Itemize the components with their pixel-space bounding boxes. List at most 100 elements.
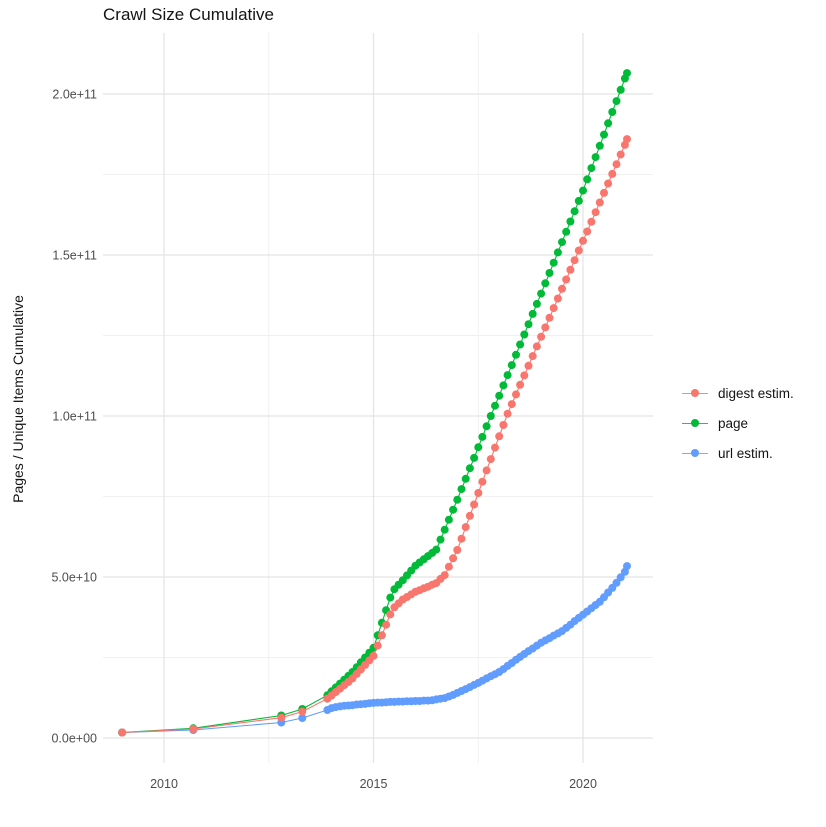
data-point-digest-estim- [616, 150, 625, 159]
data-point-digest-estim- [453, 546, 462, 554]
data-point-digest-estim- [189, 725, 198, 733]
data-point-page [608, 108, 617, 116]
data-point-digest-estim- [604, 179, 613, 188]
data-point-digest-estim- [495, 432, 504, 441]
data-point-page [495, 391, 504, 400]
data-point-digest-estim- [482, 466, 491, 475]
data-point-digest-estim- [595, 198, 604, 207]
data-point-page [600, 130, 608, 139]
data-point-page [386, 593, 395, 602]
data-point-page [553, 248, 562, 257]
data-point-digest-estim- [520, 371, 529, 380]
data-point-digest-estim- [457, 534, 466, 543]
data-point-digest-estim- [583, 227, 592, 236]
data-point-digest-estim- [570, 256, 579, 265]
x-tick-label: 2010 [150, 777, 178, 791]
data-point-digest-estim- [608, 169, 617, 178]
data-point-digest-estim- [579, 236, 587, 245]
data-point-page [574, 196, 583, 205]
data-point-digest-estim- [298, 707, 307, 716]
data-point-page [587, 164, 596, 173]
data-point-digest-estim- [486, 455, 495, 464]
legend-label-page: page [718, 415, 749, 431]
data-point-page [541, 279, 550, 288]
data-point-page [440, 525, 449, 534]
data-point-digest-estim- [549, 304, 558, 313]
data-point-page [512, 350, 520, 359]
data-point-digest-estim- [478, 477, 487, 486]
data-point-digest-estim- [470, 500, 479, 509]
data-point-digest-estim- [591, 208, 600, 217]
data-point-digest-estim- [553, 294, 562, 303]
data-point-page [549, 258, 558, 267]
data-point-digest-estim- [516, 380, 525, 389]
data-point-digest-estim- [491, 443, 499, 452]
data-point-page [465, 464, 474, 473]
data-point-digest-estim- [503, 409, 512, 418]
data-point-digest-estim- [386, 610, 395, 619]
legend-label-digest: digest estim. [718, 385, 794, 401]
data-point-digest-estim- [566, 265, 575, 274]
data-point-digest-estim- [499, 421, 508, 429]
data-point-page [528, 309, 537, 318]
data-point-digest-estim- [461, 523, 470, 532]
legend-key-page-icon [682, 418, 708, 428]
data-point-digest-estim- [440, 571, 449, 580]
data-point-page [507, 361, 516, 370]
data-point-url-estim- [616, 573, 625, 582]
data-point-page [623, 69, 631, 78]
data-point-page [503, 371, 512, 380]
data-point-digest-estim- [545, 313, 554, 322]
data-point-digest-estim- [541, 323, 550, 332]
legend: digest estim. page url estim. [682, 378, 794, 468]
x-tick-label: 2015 [360, 777, 388, 791]
data-point-digest-estim- [558, 284, 566, 293]
data-point-page [516, 340, 525, 349]
chart-title: Crawl Size Cumulative [103, 5, 274, 24]
legend-item-digest-estim: digest estim. [682, 378, 794, 408]
data-point-digest-estim- [600, 188, 608, 197]
data-point-page [486, 412, 495, 420]
data-point-digest-estim- [574, 246, 583, 255]
data-point-url-estim- [623, 562, 631, 571]
data-point-page [499, 381, 508, 390]
data-point-digest-estim- [377, 631, 386, 640]
legend-item-url-estim: url estim. [682, 438, 794, 468]
data-point-page [616, 85, 625, 94]
y-tick-label: 1.5e+11 [52, 249, 97, 263]
data-point-page [545, 269, 554, 277]
data-point-page [453, 495, 462, 504]
data-point-page [470, 453, 479, 462]
data-point-page [432, 545, 441, 554]
data-point-digest-estim- [465, 511, 474, 520]
data-point-page [457, 485, 466, 494]
data-point-page [482, 422, 491, 431]
data-point-digest-estim- [623, 135, 631, 144]
data-point-digest-estim- [507, 400, 516, 409]
data-point-digest-estim- [474, 489, 483, 497]
data-point-page [474, 443, 483, 452]
y-tick-label: 1.0e+11 [52, 410, 97, 424]
data-point-digest-estim- [449, 554, 458, 563]
legend-item-page: page [682, 408, 794, 438]
data-point-page [537, 289, 546, 298]
data-point-page [444, 515, 453, 524]
data-point-digest-estim- [587, 217, 596, 226]
data-point-digest-estim- [444, 562, 453, 571]
data-point-page [461, 474, 470, 483]
data-point-page [612, 97, 621, 106]
data-point-page [478, 432, 487, 441]
data-point-digest-estim- [562, 275, 571, 284]
data-point-page [595, 141, 604, 150]
data-point-page [562, 227, 571, 236]
data-point-digest-estim- [118, 728, 127, 737]
data-point-digest-estim- [537, 332, 546, 341]
data-point-digest-estim- [512, 390, 520, 399]
data-point-digest-estim- [373, 641, 382, 650]
legend-label-url: url estim. [718, 445, 773, 461]
data-point-page [524, 320, 533, 329]
y-tick-label: 2.0e+11 [52, 88, 97, 102]
y-tick-label: 0.0e+00 [51, 732, 97, 746]
